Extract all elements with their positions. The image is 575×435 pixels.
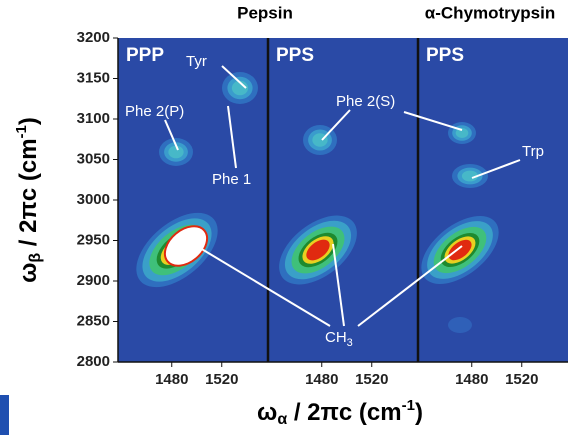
annotation-pointer: [164, 119, 179, 151]
panel-label: PPS: [426, 45, 464, 66]
x-label-end: ): [415, 399, 423, 426]
annotation-pointer: [321, 109, 351, 141]
annotation-pointer: [471, 159, 521, 179]
annotation: Phe 2(S): [336, 93, 395, 110]
x-axis-label: ωα / 2πc (cm-1): [257, 397, 423, 428]
intensity-blob: [455, 128, 469, 138]
annotation: Phe 1: [212, 171, 251, 188]
y-tick-label: 3200: [77, 29, 110, 46]
intensity-blob: [306, 239, 330, 261]
annotation-pointer: [227, 105, 237, 169]
x-label-subscript: α: [277, 411, 287, 428]
title-pepsin: Pepsin: [237, 3, 293, 22]
y-tick-label: 2950: [77, 231, 110, 248]
y-tick-label: 2900: [77, 272, 110, 289]
intensity-blob: [168, 145, 184, 159]
y-axis-label: ωβ / 2πc (cm-1): [13, 117, 44, 283]
annotation-pointer: [332, 243, 345, 327]
annotation: Tyr: [186, 53, 207, 70]
x-tick-label: 1520: [355, 371, 388, 388]
y-label-text: / 2πc (cm: [15, 138, 42, 252]
x-label-text: / 2πc (cm: [287, 399, 401, 426]
y-label-superscript: -1: [13, 125, 30, 138]
edge-strip: [0, 395, 9, 435]
x-tick-label: 1480: [305, 371, 338, 388]
title-chymotrypsin: α-Chymotrypsin: [425, 3, 555, 22]
x-tick-label: 1520: [505, 371, 538, 388]
x-tick-label: 1480: [455, 371, 488, 388]
y-label-symbol: ω: [15, 263, 42, 283]
intensity-blob: [448, 239, 472, 261]
y-tick-label: 3150: [77, 69, 110, 86]
x-label-symbol: ω: [257, 399, 277, 426]
panel-label: PPP: [126, 45, 164, 66]
y-tick-label: 3050: [77, 150, 110, 167]
x-tick-label: 1480: [155, 371, 188, 388]
intensity-blob: [461, 170, 479, 182]
annotation-pointer: [357, 245, 463, 327]
y-tick-label: 3000: [77, 191, 110, 208]
y-label-end: ): [15, 117, 42, 125]
x-label-superscript: -1: [402, 397, 415, 414]
intensity-blob: [448, 317, 472, 333]
annotation: CH3: [325, 329, 353, 349]
annotation-pointer: [221, 65, 247, 89]
x-tick-label: 1520: [205, 371, 238, 388]
annotation-subscript: 3: [347, 337, 353, 349]
y-tick-label: 2850: [77, 312, 110, 329]
panel-label: PPS: [276, 45, 314, 66]
background: [118, 38, 568, 362]
y-tick-label: 2800: [77, 353, 110, 370]
intensity-blob: [231, 80, 249, 96]
y-tick-label: 3100: [77, 110, 110, 127]
saturated-center: [163, 225, 209, 267]
annotation: Phe 2(P): [125, 103, 184, 120]
annotation-pointer: [403, 111, 463, 131]
annotation: Trp: [522, 143, 544, 160]
y-label-subscript: β: [27, 253, 44, 263]
annotation-pointer: [199, 247, 331, 327]
annotation-text: CH: [325, 329, 347, 346]
